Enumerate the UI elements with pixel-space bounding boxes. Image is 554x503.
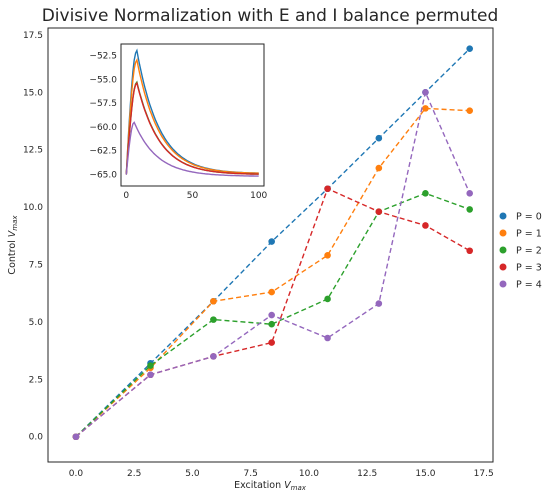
main-series-group (72, 45, 474, 441)
inset-x-tick-label: 50 (187, 191, 199, 201)
series-line (75, 107, 470, 438)
data-point (268, 288, 275, 296)
legend-marker (499, 280, 507, 288)
legend-marker (499, 212, 507, 220)
data-point (268, 238, 275, 245)
data-point (375, 134, 383, 142)
y-tick-label: 10.0 (23, 203, 43, 213)
inset-y-tick-label: −52.5 (89, 51, 117, 61)
legend-item: P = 3 (499, 263, 542, 274)
series-4 (72, 88, 474, 441)
data-point (147, 362, 154, 369)
inset-series-line-1 (125, 57, 259, 175)
data-point (210, 353, 217, 360)
inset-x-tick-label: 100 (250, 191, 267, 201)
inset-axis-ticks: 0 50 100 −52.5 −55.0 −57.5 −60.0 −62.5 −65.0 (89, 51, 267, 201)
legend-marker (499, 263, 507, 271)
y-tick-label: 0.0 (29, 433, 44, 443)
legend-marker (499, 229, 507, 237)
data-point (268, 320, 275, 328)
series-line (75, 48, 471, 438)
legend-label: P = 4 (516, 280, 542, 291)
chart-title: Divisive Normalization with E and I bala… (42, 6, 499, 26)
inset-plot-frame (120, 43, 265, 187)
legend-label: P = 3 (516, 263, 542, 274)
y-tick-label: 5.0 (29, 318, 44, 328)
legend-label: P = 0 (516, 212, 542, 223)
legend-item: P = 0 (499, 212, 542, 223)
data-point (147, 371, 154, 379)
data-point (72, 433, 80, 441)
legend-item: P = 1 (499, 229, 542, 240)
legend: P = 0 P = 1 P = 2 P = 3 P = 4 (499, 212, 542, 291)
data-point (324, 252, 331, 259)
data-point (324, 295, 331, 303)
data-point (375, 208, 383, 216)
y-tick-label: 15.0 (23, 88, 43, 98)
legend-label: P = 2 (516, 246, 542, 257)
x-tick-label: 10.0 (299, 469, 319, 479)
x-tick-label: 0.0 (69, 469, 84, 479)
legend-marker (499, 246, 507, 254)
series-line (75, 90, 471, 438)
x-tick-label: 7.5 (244, 469, 258, 479)
data-point (466, 206, 474, 213)
data-point (422, 88, 429, 96)
inset-y-tick-label: −62.5 (89, 147, 117, 157)
legend-item: P = 2 (499, 246, 542, 257)
inset-y-tick-label: −57.5 (89, 99, 117, 109)
inset-y-tick-label: −55.0 (89, 75, 117, 85)
data-point (466, 190, 474, 197)
x-axis-label: Excitation Vmax (234, 480, 307, 492)
data-point (268, 339, 275, 346)
legend-item: P = 4 (499, 280, 542, 291)
y-tick-label: 7.5 (29, 261, 43, 271)
x-tick-label: 17.5 (474, 469, 494, 479)
inset-series-line-4 (125, 121, 259, 177)
data-point (466, 247, 474, 255)
data-point (324, 334, 331, 342)
x-tick-label: 12.5 (357, 469, 377, 479)
y-axis-label: Control Vmax (7, 215, 19, 275)
x-tick-label: 15.0 (415, 469, 435, 479)
data-point (324, 185, 331, 193)
data-point (466, 45, 474, 52)
x-tick-label: 2.5 (127, 469, 141, 479)
data-point (466, 107, 474, 114)
legend-label: P = 1 (516, 229, 542, 240)
data-point (375, 300, 383, 307)
data-point (268, 311, 275, 319)
data-point (210, 297, 217, 305)
inset-series-line-3 (125, 81, 259, 175)
inset-x-tick-label: 0 (123, 191, 129, 201)
main-plot-frame (47, 27, 494, 463)
inset-y-tick-label: −65.0 (89, 171, 117, 181)
y-tick-label: 17.5 (23, 31, 43, 41)
x-tick-label: 5.0 (185, 469, 200, 479)
series-line (75, 192, 470, 438)
y-tick-label: 2.5 (29, 375, 43, 385)
data-point (210, 316, 217, 323)
y-tick-label: 12.5 (23, 146, 43, 156)
data-point (422, 190, 429, 197)
data-point (422, 105, 429, 112)
data-point (422, 222, 429, 229)
main-axis-ticks: 0.0 2.5 5.0 7.5 10.0 12.5 15.0 17.5 0.0 2.5 5.0 7.5… (23, 31, 494, 479)
inset-series-group (125, 48, 259, 177)
data-point (375, 164, 383, 172)
inset-y-tick-label: −60.0 (89, 123, 117, 133)
